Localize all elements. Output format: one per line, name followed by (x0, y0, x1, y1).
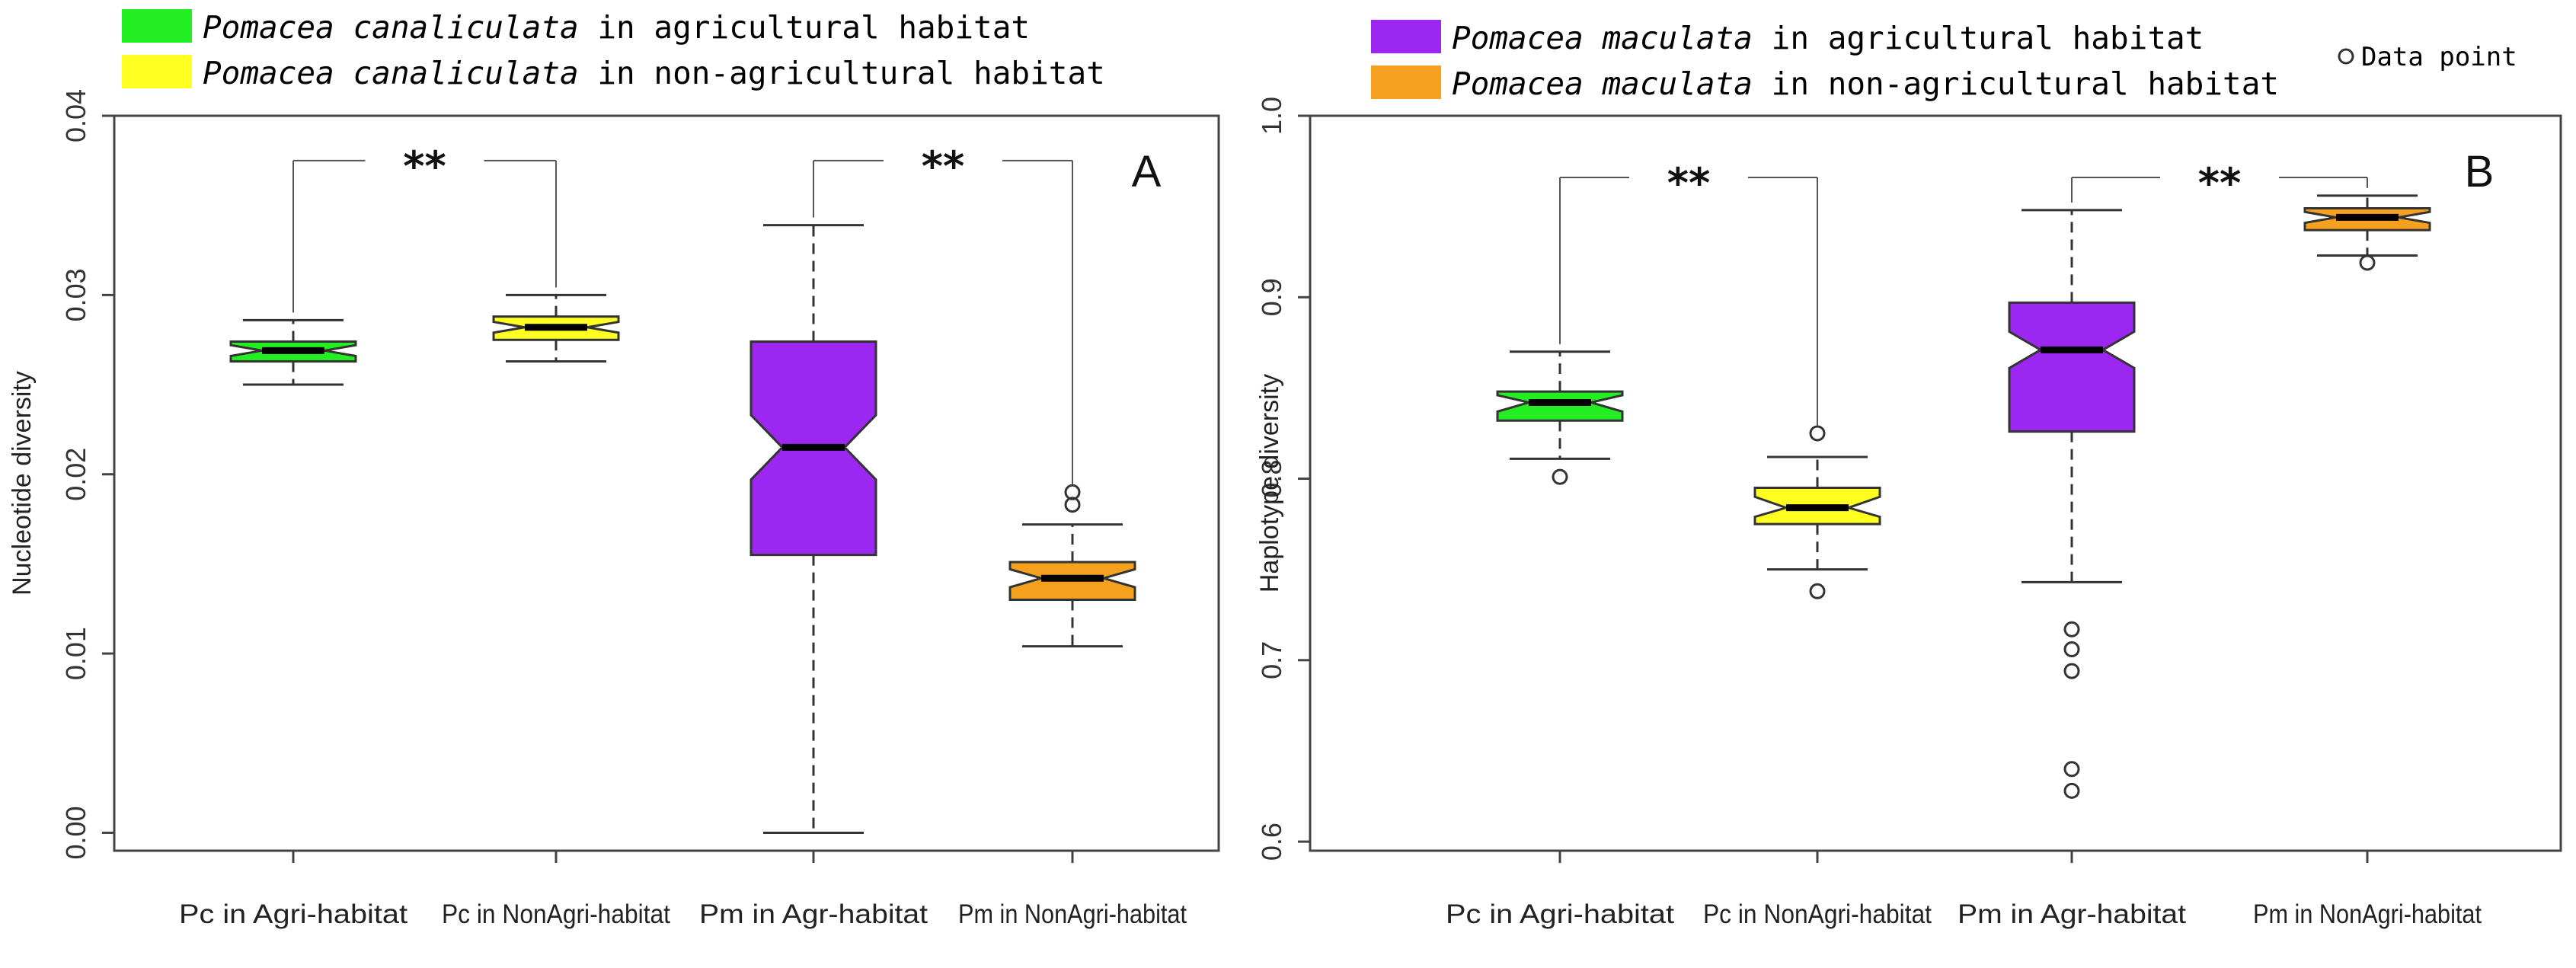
plot-frame-A (113, 114, 1220, 852)
data-point-legend-label: Data point (2361, 42, 2517, 72)
y-tick-label-0: 0.00 (60, 806, 91, 859)
outlier-point-0 (1064, 497, 1081, 513)
legend-right-label-1: Pomacea maculata in non-agricultural hab… (1452, 65, 2279, 102)
significance-label: ** (403, 142, 446, 190)
box-body (1496, 390, 1624, 422)
box-1 (1753, 425, 1881, 599)
data-point-legend: Data point (2338, 42, 2517, 72)
panel-a: 0.00 0.01 0.02 0.03 0.04 Nucleotide diversity… (8, 89, 1220, 929)
legend-left-label-1: Pomacea canaliculata in non-agricultural… (203, 55, 1105, 91)
significance-label: ** (922, 142, 964, 190)
y-tick-label-0: 0.6 (1256, 823, 1287, 861)
legend-left-species-1: Pomacea canaliculata (203, 55, 579, 91)
legend-right-swatch-1 (1371, 65, 1441, 99)
outlier-point-4 (2063, 782, 2080, 799)
category-label-1: Pc in NonAgri-habitat (442, 899, 670, 929)
box-body (2008, 301, 2136, 433)
box-1 (492, 293, 620, 363)
legend-right: Pomacea maculata in agricultural habitat… (1371, 20, 2279, 102)
significance-label: ** (2198, 159, 2241, 207)
outlier-point-2 (2063, 663, 2080, 679)
panel-letter: B (2465, 147, 2495, 196)
significance-bracket-1: ** (2071, 159, 2368, 207)
box-2 (749, 224, 877, 834)
category-label-3: Pm in NonAgri-habitat (958, 899, 1187, 929)
legend-left-habitat-0: in agricultural habitat (579, 9, 1030, 46)
outlier-point-1 (1064, 484, 1081, 500)
y-axis-title: Haplotype diversity (1255, 374, 1284, 593)
legend-right-habitat-0: in agricultural habitat (1753, 20, 2204, 56)
y-tick-label-2: 0.02 (60, 448, 91, 501)
y-tick-label-1: 0.01 (60, 627, 91, 680)
outlier-point-0 (2359, 254, 2376, 271)
panel-b: 0.6 0.7 0.8 0.9 1.0 Haplotype diversity Pc in … (1255, 97, 2562, 929)
outlier-point-3 (2063, 761, 2080, 778)
box-3 (1008, 484, 1136, 648)
category-label-2: Pm in Agr-habitat (699, 899, 928, 929)
category-label-3: Pm in NonAgri-habitat (2253, 899, 2482, 929)
outlier-point-0 (1552, 468, 1568, 485)
category-label-1: Pc in NonAgri-habitat (1703, 899, 1932, 929)
category-label-0: Pc in Agri-habitat (179, 899, 407, 929)
legend-right-swatch-0 (1371, 20, 1441, 53)
significance-bracket-0: ** (292, 142, 557, 313)
y-tick-label-2: 0.8 (1256, 460, 1287, 498)
box-2 (2008, 209, 2136, 799)
legend-left-swatch-1 (122, 55, 192, 88)
panel-letter: A (1132, 147, 1162, 196)
significance-bracket-0: ** (1559, 159, 1818, 426)
legend-right-label-0: Pomacea maculata in agricultural habitat (1452, 20, 2204, 56)
plot-frame-B (1309, 114, 2562, 852)
outlier-point-1 (2063, 641, 2080, 658)
y-tick-label-1: 0.7 (1256, 641, 1287, 679)
legend-right-species-0: Pomacea maculata (1452, 20, 1753, 56)
y-axis-title: Nucleotide diversity (8, 371, 37, 596)
y-tick-label-4: 1.0 (1256, 97, 1287, 135)
outlier-point-1 (1809, 583, 1826, 599)
outlier-point-0 (1809, 425, 1826, 442)
legend-left-swatch-0 (122, 9, 192, 43)
data-point-legend-marker (2338, 48, 2354, 65)
legend-right-species-1: Pomacea maculata (1452, 65, 1753, 102)
legend-left-habitat-1: in non-agricultural habitat (579, 55, 1105, 91)
box-0 (229, 318, 357, 386)
y-tick-label-3: 0.9 (1256, 278, 1287, 316)
box-3 (2303, 194, 2431, 271)
y-tick-label-3: 0.03 (60, 268, 91, 321)
significance-label: ** (1667, 159, 1710, 207)
category-label-0: Pc in Agri-habitat (1446, 899, 1674, 929)
legend-right-habitat-1: in non-agricultural habitat (1753, 65, 2279, 102)
box-0 (1496, 350, 1624, 485)
legend-left: Pomacea canaliculata in agricultural hab… (122, 9, 1105, 91)
outlier-point-0 (2063, 621, 2080, 637)
y-tick-label-4: 0.04 (60, 89, 91, 142)
legend-left-species-0: Pomacea canaliculata (203, 9, 579, 46)
category-label-2: Pm in Agr-habitat (1958, 899, 2186, 929)
legend-left-label-0: Pomacea canaliculata in agricultural hab… (203, 9, 1030, 46)
significance-bracket-1: ** (813, 142, 1073, 485)
